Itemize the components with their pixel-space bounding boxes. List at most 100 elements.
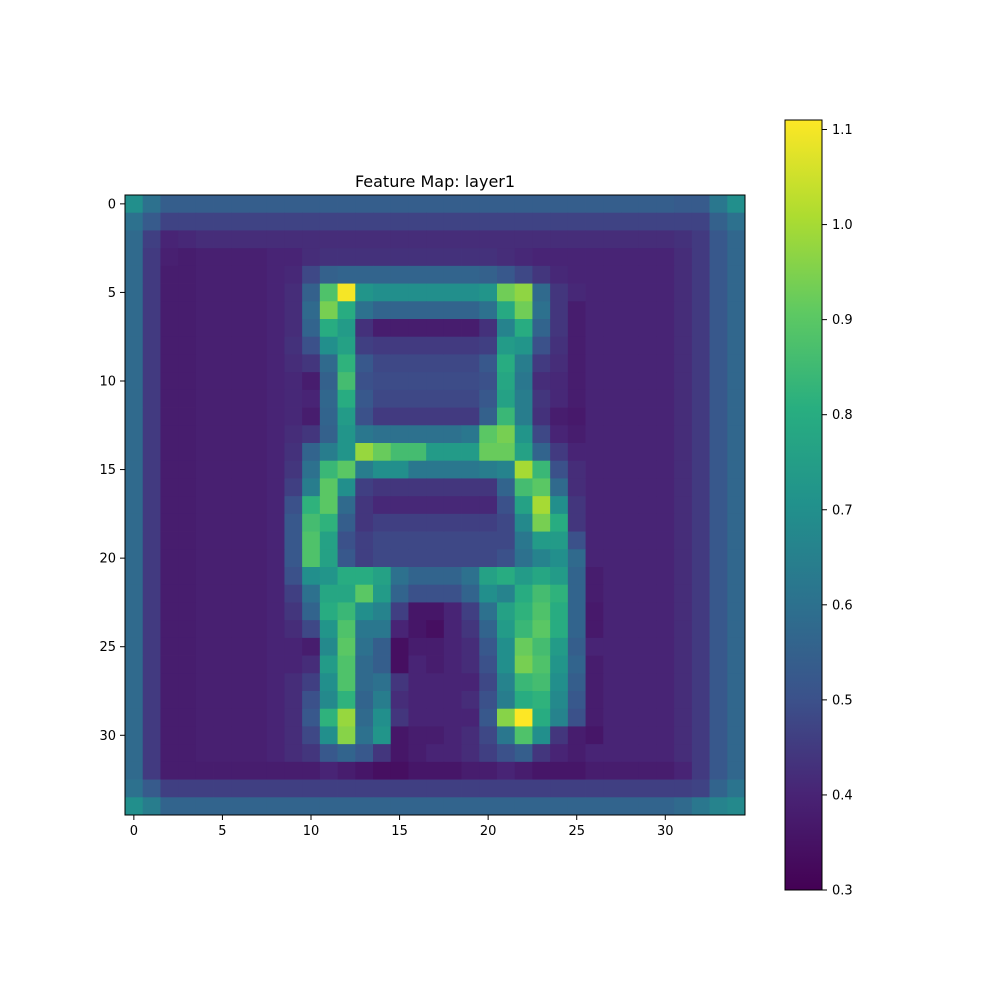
heatmap-cell [355,655,374,674]
heatmap-cell [337,744,356,763]
heatmap-cell [479,602,498,621]
colorbar [785,120,822,890]
heatmap-cell [319,319,338,338]
heatmap-cell [603,195,622,214]
heatmap-cell [160,496,179,515]
heatmap-cell [621,584,640,603]
heatmap-cell [337,602,356,621]
heatmap-cell [284,496,303,515]
heatmap-cell [479,513,498,532]
heatmap-cell [691,726,710,745]
heatmap-cell [142,301,161,320]
heatmap-cell [178,655,197,674]
heatmap-cell [125,708,144,727]
heatmap-cell [355,761,374,780]
heatmap-cell [302,248,321,267]
heatmap-cell [709,336,728,355]
heatmap-cell [550,567,569,586]
heatmap-cell [461,425,480,444]
heatmap-cell [461,496,480,515]
heatmap-cell [603,407,622,426]
heatmap-cell [461,319,480,338]
heatmap-cell [178,496,197,515]
heatmap-cell [319,248,338,267]
heatmap-cell [266,496,285,515]
heatmap-cell [231,478,250,497]
heatmap-cell [284,637,303,656]
heatmap-cell [709,744,728,763]
heatmap-cell [195,779,214,798]
heatmap-cell [532,708,551,727]
heatmap-cell [532,478,551,497]
heatmap-cell [532,726,551,745]
heatmap-cell [709,443,728,462]
heatmap-cell [638,443,657,462]
heatmap-cell [195,265,214,284]
heatmap-cell [231,496,250,515]
heatmap-cell [443,195,462,214]
heatmap-cell [567,195,586,214]
heatmap-cell [585,283,604,302]
heatmap-cell [621,726,640,745]
heatmap-cell [160,620,179,639]
heatmap-cell [727,248,746,267]
heatmap-cell [638,354,657,373]
heatmap-cell [585,265,604,284]
heatmap-cell [585,460,604,479]
colorbar-tick-label: 0.9 [832,313,853,328]
heatmap-cell [638,584,657,603]
heatmap-cell [231,389,250,408]
heatmap-cell [514,425,533,444]
x-tick-label: 30 [657,824,674,839]
heatmap-cell [674,336,693,355]
heatmap-cell [691,655,710,674]
heatmap-cell [443,620,462,639]
heatmap-cell [249,212,268,231]
y-tick-label: 10 [99,375,116,390]
heatmap-cell [497,761,516,780]
heatmap-cell [691,283,710,302]
heatmap-cell [479,212,498,231]
heatmap-cell [249,620,268,639]
heatmap-cell [337,708,356,727]
heatmap-cell [337,779,356,798]
heatmap-cell [213,602,232,621]
heatmap-cell [514,283,533,302]
heatmap-cell [656,673,675,692]
heatmap-cell [691,496,710,515]
heatmap-cell [532,779,551,798]
heatmap-cell [638,407,657,426]
heatmap-cell [319,797,338,816]
heatmap-cell [249,549,268,568]
heatmap-cell [213,761,232,780]
heatmap-cell [408,496,427,515]
heatmap-cell [213,354,232,373]
heatmap-cell [337,620,356,639]
heatmap-cell [408,283,427,302]
heatmap-cell [160,319,179,338]
heatmap-cell [266,354,285,373]
chart-title: Feature Map: layer1 [355,172,515,191]
heatmap-cell [355,443,374,462]
heatmap-cell [567,726,586,745]
heatmap-cell [213,407,232,426]
heatmap-cell [691,744,710,763]
heatmap-cell [585,230,604,249]
heatmap-cell [249,726,268,745]
heatmap-cell [160,248,179,267]
heatmap-cell [603,602,622,621]
heatmap-cell [390,336,409,355]
heatmap-cell [178,407,197,426]
heatmap-cell [195,354,214,373]
heatmap-cell [603,389,622,408]
heatmap-cell [355,726,374,745]
heatmap-cell [142,425,161,444]
heatmap-cell [160,460,179,479]
heatmap-cell [727,620,746,639]
heatmap-cell [621,283,640,302]
heatmap-cell [638,655,657,674]
heatmap-cell [461,443,480,462]
heatmap-cell [479,372,498,391]
heatmap-cell [638,336,657,355]
heatmap-cell [302,549,321,568]
